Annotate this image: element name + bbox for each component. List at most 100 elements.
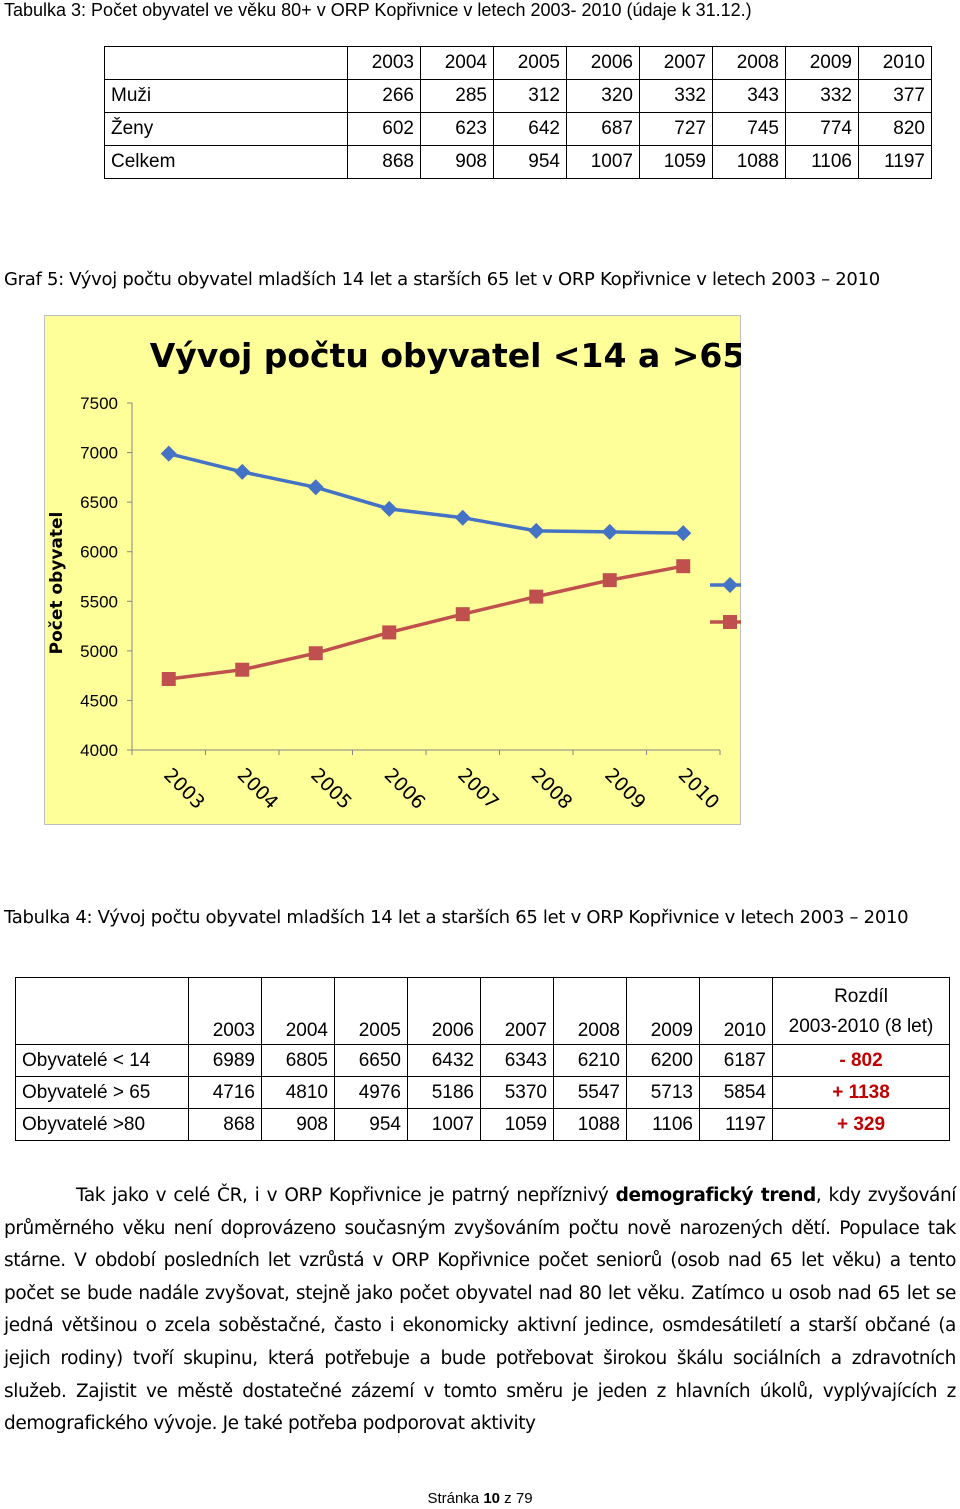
cell: 6805 (261, 1044, 335, 1077)
row-label: Obyvatelé > 65 (15, 1076, 189, 1109)
data-point-diamond (675, 525, 692, 542)
data-point-square (455, 607, 470, 622)
table-row: Celkem 868 908 954 1007 1059 1088 1106 1… (104, 145, 932, 179)
y-tick-label: 5500 (80, 592, 118, 611)
cell: 868 (188, 1108, 262, 1141)
data-point-diamond (528, 522, 545, 539)
table3-caption: Tabulka 3: Počet obyvatel ve věku 80+ v … (4, 0, 752, 20)
cell: 6187 (699, 1044, 773, 1077)
cell: 5370 (480, 1076, 554, 1109)
y-tick-label: 6500 (80, 493, 118, 512)
y-tick-label: 4000 (80, 741, 118, 760)
cell: 6200 (626, 1044, 700, 1077)
diff-cell: + 329 (772, 1108, 950, 1141)
cell: 4810 (261, 1076, 335, 1109)
cell: 1088 (553, 1108, 627, 1141)
row-label: Muži (104, 79, 348, 113)
cell: 1197 (699, 1108, 773, 1141)
data-point-diamond (601, 523, 618, 540)
table3-year: 2008 (712, 46, 786, 80)
chart-title: Vývoj počtu obyvatel <14 a >65 let (150, 336, 741, 375)
cell: 820 (858, 112, 932, 146)
cell: 312 (493, 79, 567, 113)
table4-year: 2008 (553, 977, 627, 1045)
table4: 2003 2004 2005 2006 2007 2008 2009 2010 … (15, 977, 950, 1141)
cell: 5186 (407, 1076, 481, 1109)
table4-caption: Tabulka 4: Vývoj počtu obyvatel mladších… (4, 907, 909, 928)
cell: 320 (566, 79, 640, 113)
legend-marker-diamond (722, 577, 738, 593)
cell: 6650 (334, 1044, 408, 1077)
cell: 1106 (785, 145, 859, 179)
line-chart: Vývoj počtu obyvatel <14 a >65 let Počet… (44, 315, 741, 825)
table-row: Obyvatelé >80 868 908 954 1007 1059 1088… (15, 1108, 950, 1141)
paragraph-text-1: Tak jako v celé ČR, i v ORP Kopřivnice j… (76, 1185, 616, 1206)
cell: 687 (566, 112, 640, 146)
cell: 908 (420, 145, 494, 179)
cell: 5547 (553, 1076, 627, 1109)
cell: 4976 (334, 1076, 408, 1109)
cell: 954 (334, 1108, 408, 1141)
table4-year: 2010 (699, 977, 773, 1045)
data-point-diamond (160, 445, 177, 462)
table3-year: 2006 (566, 46, 640, 80)
footer-prefix: Stránka (427, 1490, 484, 1507)
y-tick-label: 5000 (80, 642, 118, 661)
cell: 1007 (407, 1108, 481, 1141)
page-footer: Stránka 10 z 79 (0, 1490, 960, 1507)
cell: 6210 (553, 1044, 627, 1077)
cell: 4716 (188, 1076, 262, 1109)
cell: 1106 (626, 1108, 700, 1141)
paragraph-bold-term: demografický trend (615, 1185, 817, 1206)
table3-year: 2003 (347, 46, 421, 80)
data-point-square (602, 573, 617, 588)
table4-year: 2004 (261, 977, 335, 1045)
diff-header-line2: 2003-2010 (8 let) (788, 1016, 934, 1037)
cell: 266 (347, 79, 421, 113)
table4-year: 2005 (334, 977, 408, 1045)
cell: 1007 (566, 145, 640, 179)
row-label: Ženy (104, 112, 348, 146)
cell: 954 (493, 145, 567, 179)
table4-year: 2007 (480, 977, 554, 1045)
paragraph-text-2: , kdy zvyšování průměrného věku není dop… (4, 1185, 957, 1435)
footer-separator: z (500, 1490, 516, 1507)
cell: 642 (493, 112, 567, 146)
cell: 908 (261, 1108, 335, 1141)
table-row: Obyvatelé < 14 6989 6805 6650 6432 6343 … (15, 1044, 950, 1077)
cell: 377 (858, 79, 932, 113)
diff-cell: + 1138 (772, 1076, 950, 1109)
table4-diff-header: Rozdíl 2003-2010 (8 let) (772, 977, 950, 1045)
table4-header-row: 2003 2004 2005 2006 2007 2008 2009 2010 … (15, 977, 950, 1045)
y-tick-label: 7000 (80, 444, 118, 463)
table-row: Obyvatelé > 65 4716 4810 4976 5186 5370 … (15, 1076, 950, 1109)
row-label: Celkem (104, 145, 348, 179)
cell: 332 (639, 79, 713, 113)
data-point-square (161, 672, 176, 687)
cell: 623 (420, 112, 494, 146)
cell: 1059 (480, 1108, 554, 1141)
table4-year: 2006 (407, 977, 481, 1045)
table3-year: 2005 (493, 46, 567, 80)
cell: 6343 (480, 1044, 554, 1077)
data-point-square (529, 589, 544, 604)
series-line (168, 451, 684, 535)
table3: 2003 2004 2005 2006 2007 2008 2009 2010 … (104, 46, 932, 179)
chart-background (44, 315, 741, 825)
table3-year: 2007 (639, 46, 713, 80)
table-row: Ženy 602 623 642 687 727 745 774 820 (104, 112, 932, 146)
data-point-diamond (381, 500, 398, 517)
cell: 1059 (639, 145, 713, 179)
cell: 5713 (626, 1076, 700, 1109)
table3-header-row: 2003 2004 2005 2006 2007 2008 2009 2010 (104, 46, 932, 80)
y-axis-label: Počet obyvatel (47, 512, 67, 655)
cell: 285 (420, 79, 494, 113)
data-point-square (308, 646, 323, 661)
data-point-diamond (307, 479, 324, 496)
cell: 868 (347, 145, 421, 179)
cell: 1197 (858, 145, 932, 179)
table3-corner-cell (104, 46, 348, 80)
cell: 343 (712, 79, 786, 113)
series-line (168, 564, 684, 681)
cell: 602 (347, 112, 421, 146)
